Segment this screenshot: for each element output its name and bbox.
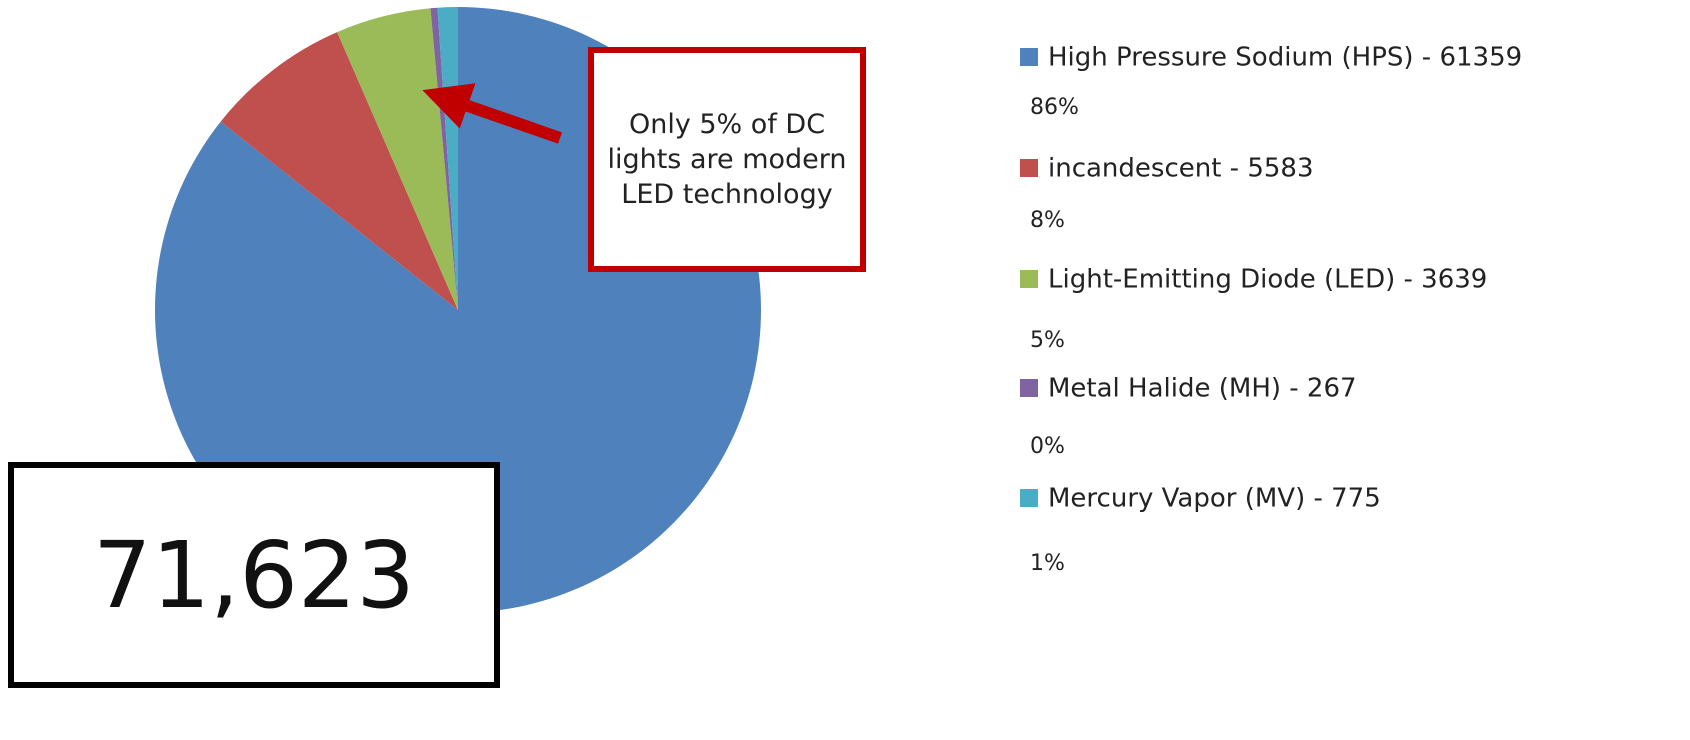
legend-label: High Pressure Sodium (HPS) - 61359 (1048, 43, 1522, 73)
legend-swatch (1020, 48, 1038, 66)
legend-swatch (1020, 270, 1038, 288)
pie-slice (220, 32, 458, 311)
legend: High Pressure Sodium (HPS) - 61359 86% inc… (1020, 43, 1522, 576)
legend-label: Mercury Vapor (MV) - 775 (1048, 484, 1381, 514)
total-box: 71,623 (8, 462, 500, 688)
legend-label: Light-Emitting Diode (LED) - 3639 (1048, 265, 1487, 295)
data-label: 86% (1030, 95, 1079, 120)
data-label: 1% (1030, 551, 1065, 576)
data-label: 8% (1030, 208, 1065, 233)
pie-slice (437, 7, 458, 310)
data-label: 0% (1030, 434, 1065, 459)
legend-swatch (1020, 489, 1038, 507)
legend-label: incandescent - 5583 (1048, 154, 1314, 184)
data-label: 5% (1030, 328, 1065, 353)
legend-swatch (1020, 379, 1038, 397)
legend-label: Metal Halide (MH) - 267 (1048, 374, 1357, 404)
annotation: Only 5% of DC lights are modern LED tech… (588, 47, 866, 272)
legend-swatch (1020, 159, 1038, 177)
